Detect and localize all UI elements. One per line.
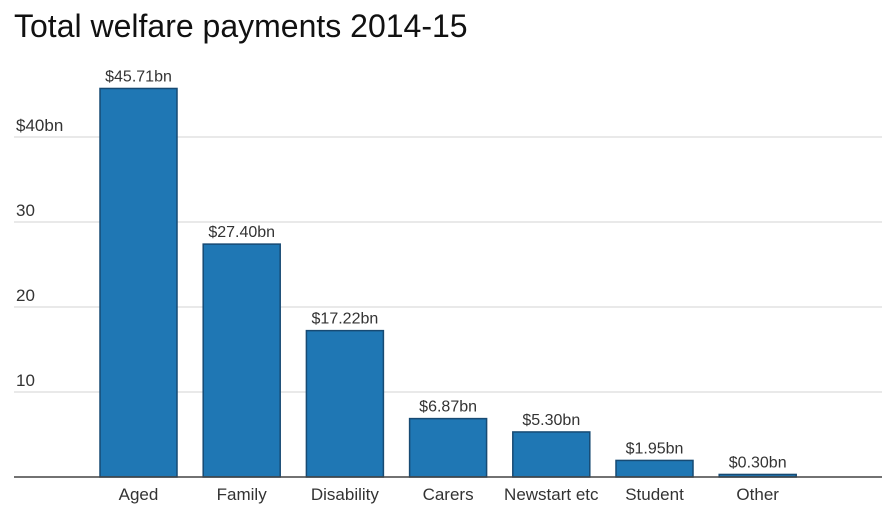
- chart-title: Total welfare payments 2014-15: [14, 8, 468, 44]
- x-tick-label: Student: [625, 485, 684, 504]
- bar: [615, 459, 694, 478]
- x-tick-label: Other: [736, 485, 779, 504]
- x-axis-ticks: Aged Family Disability Carers Newstart etc St…: [119, 485, 780, 504]
- data-label: $27.40bn: [208, 224, 275, 241]
- x-tick-label: Aged: [119, 485, 159, 504]
- data-label: $45.71bn: [105, 68, 172, 85]
- x-tick-label: Carers: [423, 485, 474, 504]
- data-label: $5.30bn: [522, 412, 580, 429]
- y-tick-label: $40bn: [16, 116, 63, 135]
- data-label: $17.22bn: [312, 311, 379, 328]
- bar: [512, 431, 591, 478]
- data-label: $6.87bn: [419, 399, 477, 416]
- bars: [99, 87, 797, 478]
- data-label: $0.30bn: [729, 454, 787, 471]
- data-labels: $45.71bn $27.40bn $17.22bn $6.87bn $5.30bn $1…: [105, 68, 786, 471]
- bar: [408, 417, 488, 478]
- x-tick-label: Family: [217, 485, 268, 504]
- x-tick-label: Disability: [311, 485, 380, 504]
- y-tick-label: 10: [16, 371, 35, 390]
- data-label: $1.95bn: [626, 440, 684, 457]
- y-tick-label: 20: [16, 286, 35, 305]
- y-axis-ticks: 10 20 30 $40bn: [16, 116, 63, 390]
- bar: [202, 243, 281, 478]
- bar: [99, 87, 178, 478]
- bar: [305, 329, 385, 478]
- x-tick-label: Newstart etc: [504, 485, 599, 504]
- y-tick-label: 30: [16, 201, 35, 220]
